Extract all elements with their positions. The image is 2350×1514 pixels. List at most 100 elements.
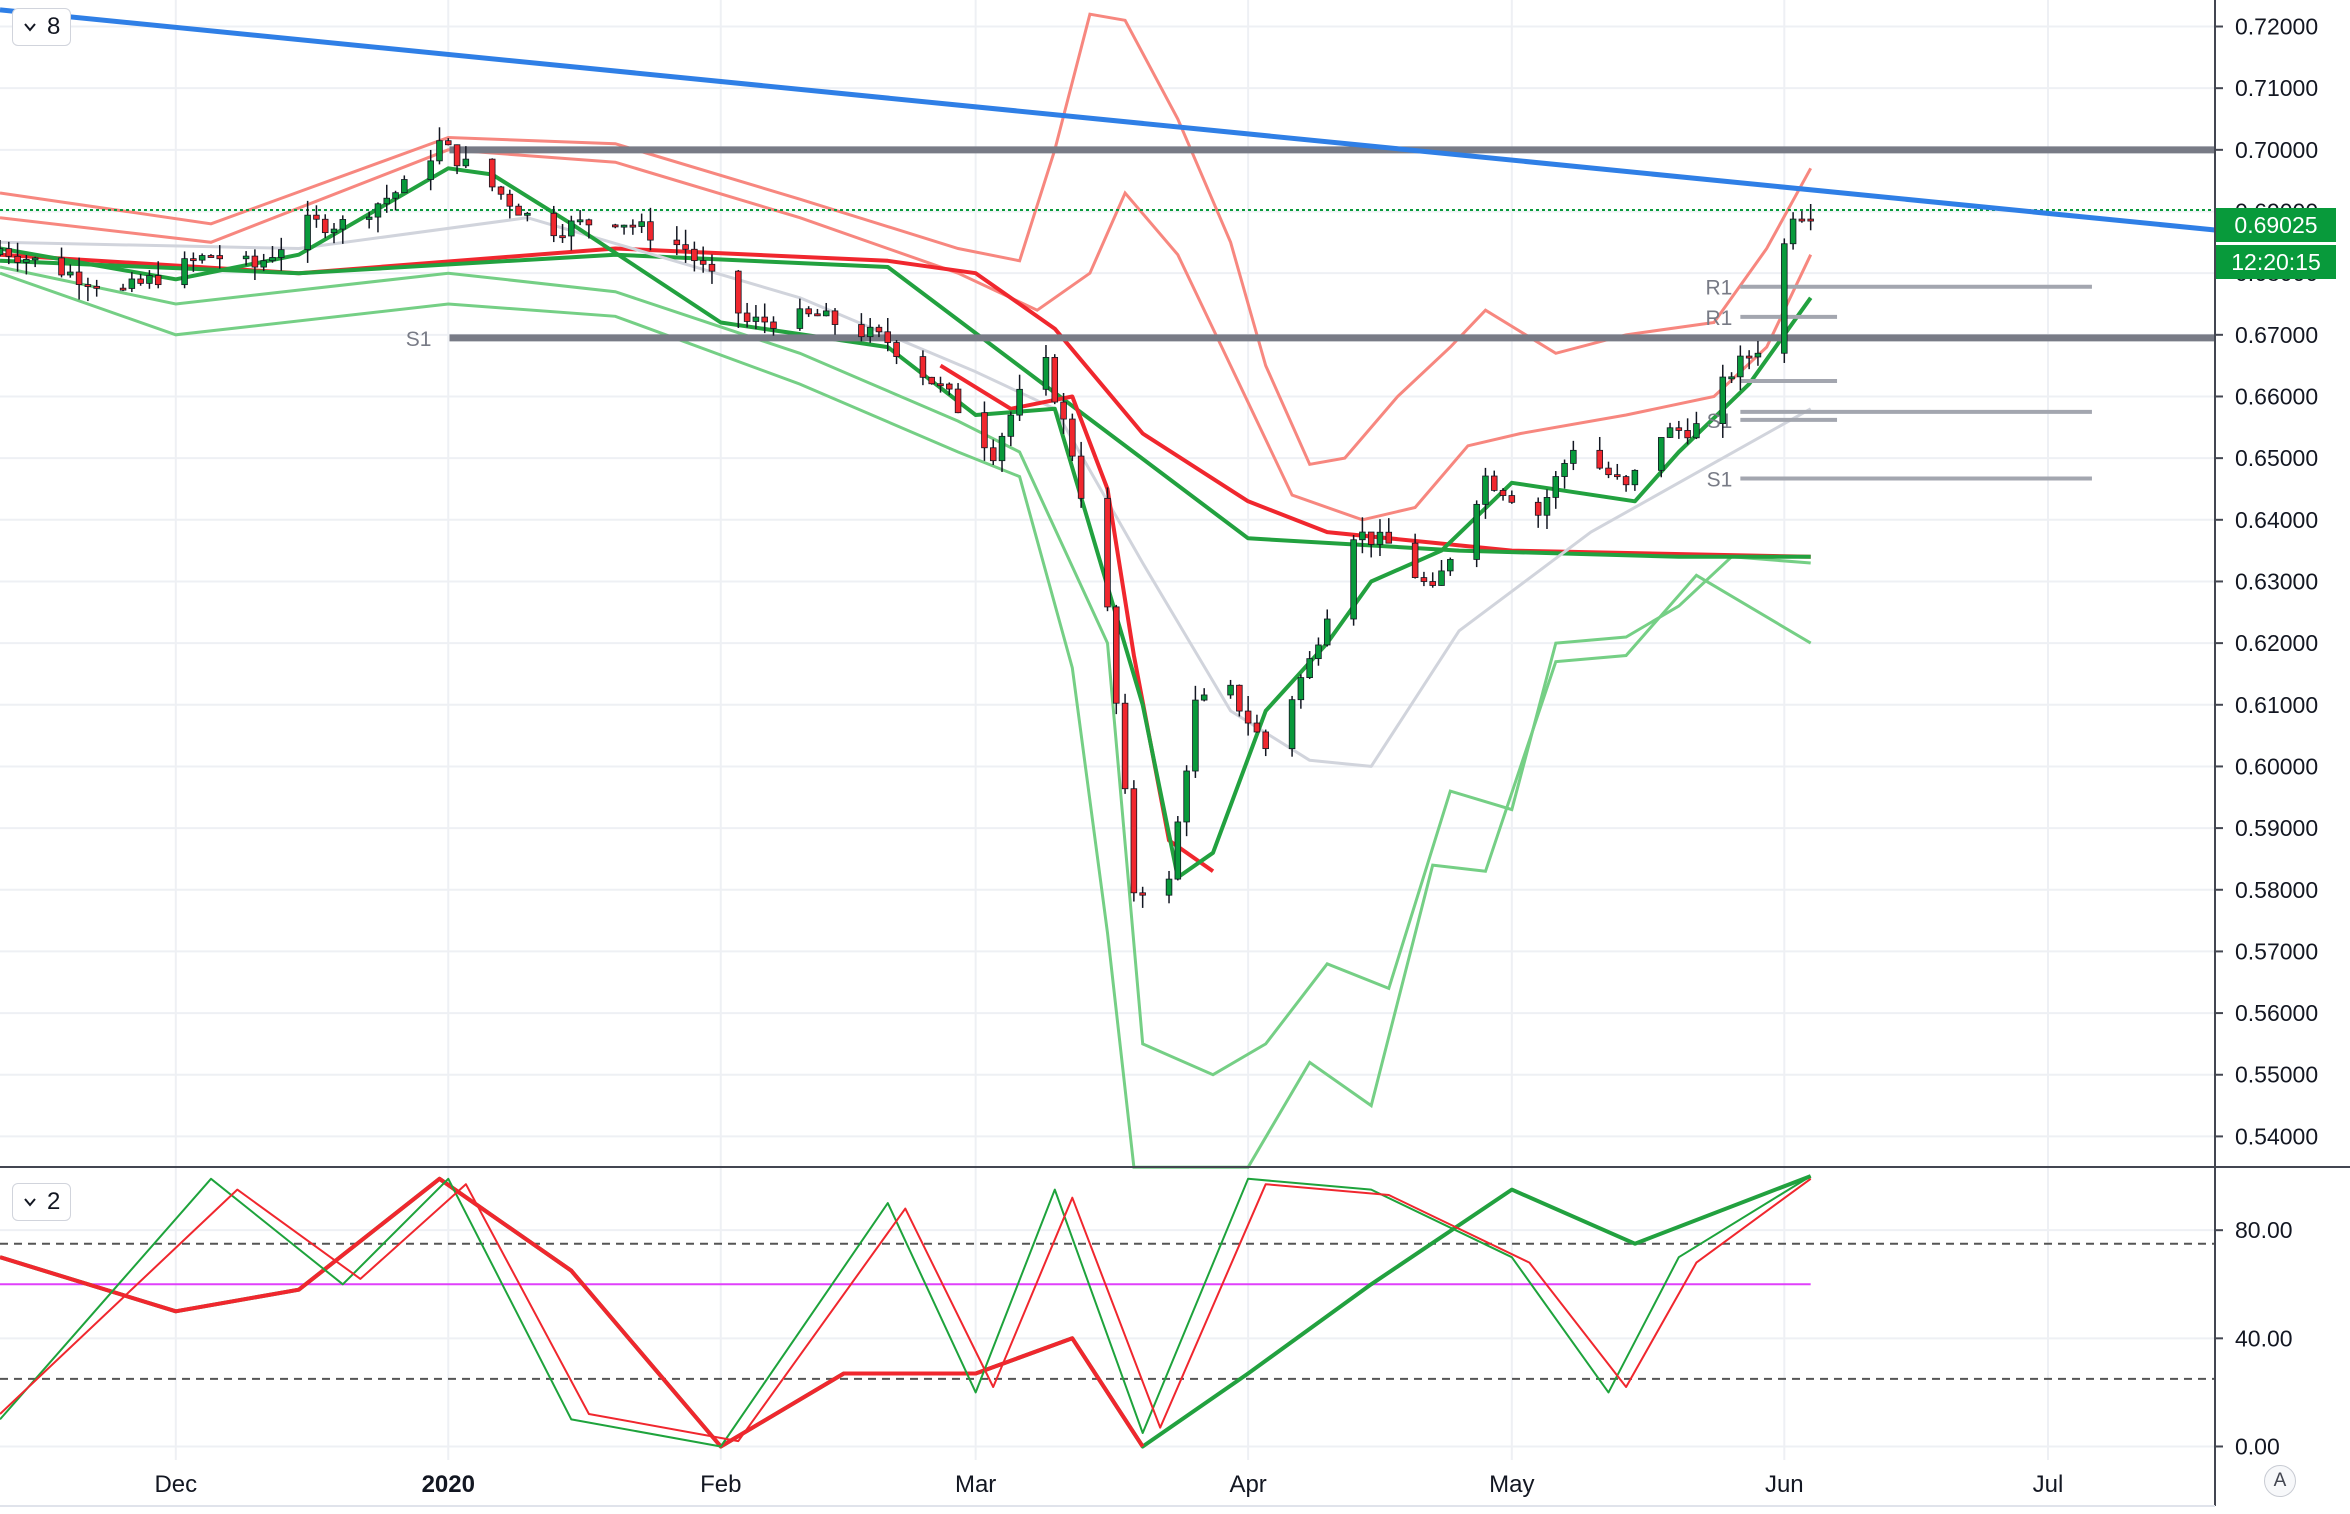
candle-body[interactable] (93, 285, 100, 289)
candle-body[interactable] (374, 203, 382, 218)
candle-body[interactable] (1227, 684, 1234, 696)
candle-body[interactable] (928, 376, 935, 385)
oscillator-pane[interactable] (0, 1174, 2215, 1449)
candle-body[interactable] (937, 383, 944, 387)
candle-body[interactable] (462, 158, 470, 167)
candle-body[interactable] (1174, 821, 1182, 880)
candle-body[interactable] (1596, 449, 1603, 469)
candle-body[interactable] (1490, 475, 1498, 491)
candle-body[interactable] (1121, 702, 1129, 790)
candle-body[interactable] (1051, 356, 1059, 403)
candle-body[interactable] (1139, 892, 1146, 896)
candle-body[interactable] (1007, 414, 1015, 437)
candle-body[interactable] (1429, 581, 1436, 586)
candle-body[interactable] (691, 248, 698, 262)
candle-body[interactable] (1684, 430, 1691, 439)
candle-body[interactable] (1605, 467, 1612, 476)
candle-body[interactable] (427, 160, 434, 180)
candle-body[interactable] (330, 228, 338, 234)
candle-body[interactable] (1622, 476, 1630, 486)
candle-body[interactable] (1297, 677, 1305, 701)
candle-body[interactable] (638, 221, 645, 227)
candle-body[interactable] (242, 255, 250, 260)
candle-body[interactable] (1315, 644, 1322, 660)
candle-body[interactable] (1719, 376, 1727, 424)
descending-trendline[interactable] (0, 7, 2216, 233)
candle-body[interactable] (1570, 449, 1577, 464)
candle-body[interactable] (137, 278, 144, 284)
candle-body[interactable] (1385, 531, 1393, 544)
candle-body[interactable] (1244, 710, 1252, 724)
candle-body[interactable] (278, 249, 285, 258)
candle-body[interactable] (1508, 495, 1516, 503)
candle-body[interactable] (620, 224, 628, 228)
candle-body[interactable] (128, 278, 136, 289)
candle-body[interactable] (0, 248, 4, 256)
candle-body[interactable] (1754, 352, 1762, 358)
candle-body[interactable] (445, 140, 452, 146)
candle-body[interactable] (383, 197, 391, 205)
candle-body[interactable] (1253, 722, 1261, 733)
candle-body[interactable] (559, 235, 566, 239)
candle-body[interactable] (1288, 699, 1296, 750)
candle-body[interactable] (1447, 559, 1454, 572)
candle-body[interactable] (67, 271, 74, 276)
candle-body[interactable] (1693, 423, 1700, 439)
candle-body[interactable] (119, 287, 127, 291)
candle-body[interactable] (313, 214, 320, 220)
candle-body[interactable] (805, 308, 812, 315)
candle-body[interactable] (550, 212, 558, 237)
candle-body[interactable] (673, 239, 681, 246)
candle-body[interactable] (339, 219, 347, 230)
candle-body[interactable] (1165, 878, 1173, 896)
candlesticks[interactable] (0, 127, 1814, 908)
candle-body[interactable] (568, 220, 575, 237)
candle-body[interactable] (365, 216, 373, 220)
candle-body[interactable] (1666, 427, 1674, 438)
candle-body[interactable] (1113, 606, 1120, 704)
candle-body[interactable] (488, 158, 496, 188)
candle-body[interactable] (1614, 474, 1621, 478)
candle-body[interactable] (946, 383, 953, 390)
candle-body[interactable] (304, 214, 311, 251)
candle-body[interactable] (401, 179, 408, 194)
candle-body[interactable] (216, 255, 223, 260)
candle-body[interactable] (1323, 618, 1331, 646)
candle-body[interactable] (682, 244, 689, 250)
candle-body[interactable] (146, 275, 153, 284)
main-indicators-toggle[interactable]: 8 (12, 8, 72, 46)
candle-body[interactable] (251, 255, 259, 268)
candle-body[interactable] (998, 435, 1006, 462)
candle-body[interactable] (154, 275, 162, 286)
candle-body[interactable] (436, 140, 443, 162)
candle-body[interactable] (1042, 356, 1050, 390)
candle-body[interactable] (190, 258, 197, 262)
oscillator-indicators-toggle[interactable]: 2 (12, 1183, 72, 1221)
candle-body[interactable] (699, 260, 707, 265)
candle-body[interactable] (1675, 427, 1683, 431)
candle-body[interactable] (453, 144, 461, 167)
candle-body[interactable] (1306, 658, 1313, 678)
candle-body[interactable] (866, 326, 874, 338)
candle-body[interactable] (1789, 218, 1797, 245)
candle-body[interactable] (1499, 489, 1507, 496)
candle-body[interactable] (1807, 218, 1814, 222)
candle-body[interactable] (629, 224, 637, 228)
candle-body[interactable] (497, 186, 505, 195)
candle-body[interactable] (858, 324, 865, 338)
candle-body[interactable] (524, 212, 531, 216)
candle-body[interactable] (1543, 497, 1551, 516)
trendline[interactable] (0, 7, 2216, 233)
candle-body[interactable] (1077, 455, 1085, 499)
candle-body[interactable] (269, 257, 276, 262)
candle-body[interactable] (735, 270, 742, 314)
candle-body[interactable] (198, 255, 206, 261)
candle-body[interactable] (260, 260, 267, 268)
candle-body[interactable] (1482, 475, 1489, 505)
candle-body[interactable] (1183, 770, 1190, 823)
candle-body[interactable] (708, 263, 716, 272)
candle-body[interactable] (1657, 437, 1665, 471)
candle-body[interactable] (1376, 531, 1384, 545)
candle-body[interactable] (585, 219, 593, 226)
auto-scale-button[interactable]: A (2264, 1465, 2296, 1497)
